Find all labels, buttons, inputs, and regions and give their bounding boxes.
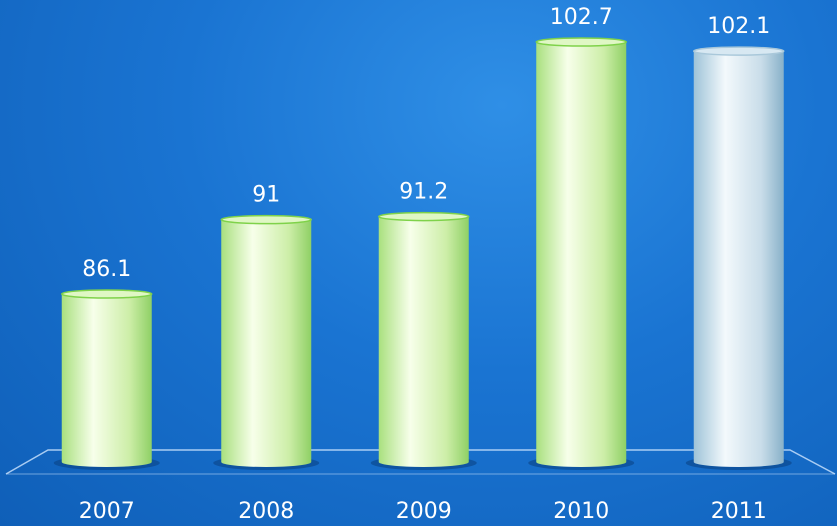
labels-group: 86.1 2007 91 2008 91.2 2009 102.7 2010 102.1 2011 (79, 5, 770, 524)
bar-top-cap (220, 214, 312, 225)
bar-top-cap (378, 211, 470, 222)
bar-body (378, 216, 469, 467)
bar-top-cap (535, 37, 627, 47)
bar-2011 (685, 46, 792, 470)
value-label-2010: 102.7 (550, 5, 613, 30)
bars-group (53, 37, 792, 470)
bar-2010 (528, 37, 635, 470)
value-label-2007: 86.1 (82, 257, 131, 282)
category-label-2011: 2011 (711, 499, 767, 524)
value-label-2011: 102.1 (707, 14, 770, 39)
bar-body (61, 294, 152, 467)
category-label-2010: 2010 (553, 499, 609, 524)
bar-body (693, 51, 784, 468)
bar-2007 (53, 289, 160, 470)
bar-2008 (213, 214, 320, 470)
value-label-2009: 91.2 (399, 180, 448, 205)
bar-body (221, 219, 312, 467)
category-label-2007: 2007 (79, 499, 135, 524)
bar-2009 (370, 211, 477, 470)
category-label-2009: 2009 (396, 499, 452, 524)
value-label-2008: 91 (252, 183, 280, 208)
category-label-2008: 2008 (238, 499, 294, 524)
bar-top-cap (61, 289, 153, 299)
bar-body (536, 42, 627, 467)
bar-top-cap (693, 46, 785, 56)
